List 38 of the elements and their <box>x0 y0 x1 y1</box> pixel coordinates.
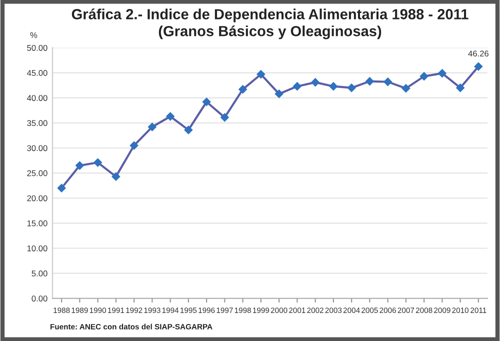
point <box>202 98 211 106</box>
text: 50.00 <box>27 44 48 51</box>
text: 25.00 <box>27 170 48 176</box>
point <box>238 85 247 94</box>
point <box>148 122 156 132</box>
point <box>293 82 302 90</box>
y-axis-title: % <box>30 32 38 38</box>
point <box>274 90 284 98</box>
text: 30.00 <box>27 145 48 152</box>
point <box>220 113 229 122</box>
point <box>57 184 66 192</box>
text: 45.00 <box>26 70 48 76</box>
point <box>438 69 446 78</box>
text: 5.00 <box>32 270 48 276</box>
point <box>347 84 356 92</box>
point <box>329 82 338 90</box>
point <box>311 78 320 86</box>
text: 20.00 <box>27 195 48 202</box>
point <box>384 78 392 86</box>
point <box>166 112 174 121</box>
point <box>402 84 410 92</box>
point <box>76 161 84 170</box>
point <box>130 141 138 150</box>
point <box>420 72 428 80</box>
point <box>112 172 120 181</box>
point <box>94 158 102 167</box>
chart-title: Gráfica 2.- Indice de Dependencia Alimentaria 1988 - 2011 (Granos Básicos y Oleaginosas) <box>72 8 468 40</box>
point <box>256 70 266 78</box>
point <box>366 77 374 86</box>
text: 35.00 <box>27 120 48 126</box>
point <box>184 126 193 134</box>
text: 0.00 <box>32 296 48 302</box>
text: 10.00 <box>27 245 48 252</box>
point <box>456 84 464 92</box>
text: 40.00 <box>26 95 48 101</box>
point <box>474 62 483 71</box>
text: 15.00 <box>27 220 48 226</box>
data-label: 46.26 <box>468 50 488 57</box>
